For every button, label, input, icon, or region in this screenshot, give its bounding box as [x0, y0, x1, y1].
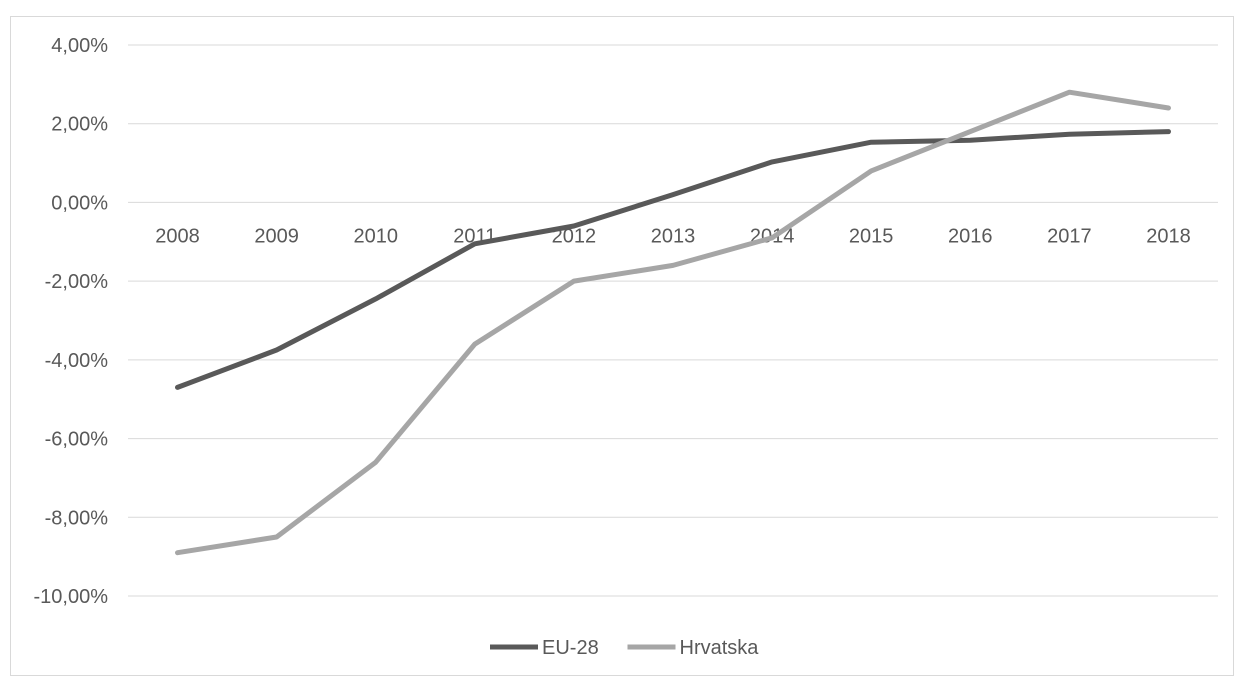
- series-line-eu-28: [175, 129, 1171, 390]
- y-tick-label: -6,00%: [45, 429, 109, 451]
- series-lines: [175, 89, 1171, 556]
- x-tick-label: 2017: [1047, 225, 1092, 247]
- y-tick-label: -2,00%: [45, 271, 109, 293]
- x-tick-label: 2016: [948, 225, 993, 247]
- legend-item: Hrvatska: [627, 637, 760, 659]
- series-line-hrvatska: [175, 89, 1171, 556]
- y-tick-label: -8,00%: [45, 507, 109, 529]
- y-axis-tick-labels: 4,00% 2,00% 0,00% -2,00% -4,00% -6,00% -8,00% -…: [34, 35, 109, 608]
- x-tick-label: 2015: [849, 225, 894, 247]
- gridlines: [128, 44, 1218, 597]
- legend-label: EU-28: [542, 637, 599, 659]
- legend-label: Hrvatska: [680, 637, 760, 659]
- x-tick-label: 2010: [353, 225, 398, 247]
- y-tick-label: -4,00%: [45, 350, 109, 372]
- chart-frame: [10, 16, 1234, 676]
- legend: EU-28 Hrvatska: [490, 637, 759, 659]
- x-tick-label: 2008: [155, 225, 200, 247]
- x-tick-label: 2018: [1146, 225, 1191, 247]
- x-tick-label: 2013: [651, 225, 696, 247]
- y-tick-label: 4,00%: [51, 35, 108, 57]
- y-tick-label: 0,00%: [51, 192, 108, 214]
- x-tick-label: 2012: [552, 225, 597, 247]
- x-axis-tick-labels: 2008 2009 2010 2011 2012 2013 2014 2015 2016 2017…: [155, 225, 1190, 247]
- legend-item: EU-28: [490, 637, 599, 659]
- x-tick-label: 2009: [254, 225, 299, 247]
- y-tick-label: -10,00%: [34, 586, 109, 608]
- y-tick-label: 2,00%: [51, 114, 108, 136]
